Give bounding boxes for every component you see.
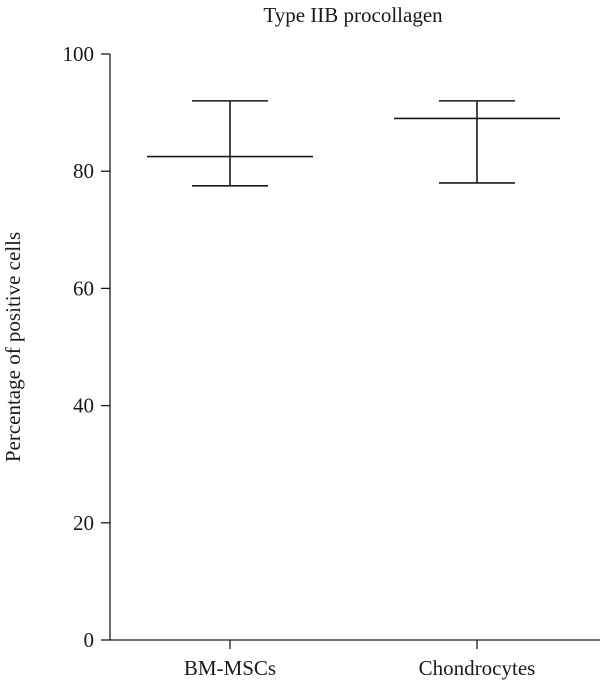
y-tick-label: 40 (73, 394, 94, 418)
y-tick-label: 0 (84, 628, 95, 652)
x-category-label: BM-MSCs (184, 656, 276, 680)
y-axis-label: Percentage of positive cells (1, 232, 25, 462)
error-bar-group (147, 100, 313, 187)
y-axis-ticks: 0 20 40 60 80 100 (63, 42, 110, 652)
y-tick-label: 100 (63, 42, 95, 66)
y-tick-label: 60 (73, 276, 94, 300)
y-tick-label: 20 (73, 511, 94, 535)
error-bar-group (394, 100, 560, 184)
x-axis-ticks: BM-MSCs Chondrocytes (184, 640, 535, 680)
x-category-label: Chondrocytes (419, 656, 536, 680)
chart-title: Type IIB procollagen (263, 3, 443, 27)
plot-area (147, 100, 560, 187)
y-tick-label: 80 (73, 159, 94, 183)
